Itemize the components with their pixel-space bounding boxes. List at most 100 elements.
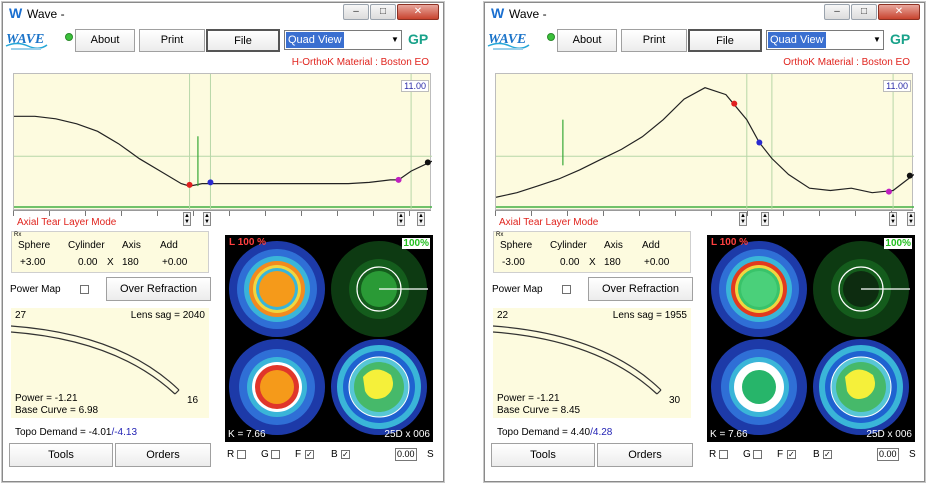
map-percent-badge: 100%	[402, 238, 430, 249]
stepper-2[interactable]: ▲ ▼	[203, 212, 211, 226]
about-button[interactable]: About	[557, 29, 617, 52]
window-title: Wave -	[27, 7, 65, 21]
rx-header-1: Sphere	[18, 240, 51, 251]
channel-checkbox-3[interactable]: ✓	[787, 450, 796, 459]
base-curve-label: Base Curve = 6.98	[15, 405, 99, 416]
rx-value-4[interactable]: 180	[122, 257, 139, 268]
stepper-1[interactable]: ▲ ▼	[739, 212, 747, 226]
tick-mark	[85, 211, 86, 216]
channel-checkbox-3[interactable]: ✓	[305, 450, 314, 459]
tick-mark	[337, 211, 338, 216]
curve-marker-4	[906, 172, 913, 179]
stepper-3[interactable]: ▲ ▼	[397, 212, 405, 226]
tick-mark	[675, 211, 676, 216]
channel-label-1: R	[227, 449, 235, 460]
view-select-value: Quad View	[286, 32, 344, 48]
orders-button[interactable]: Orders	[597, 443, 693, 467]
tick-mark	[819, 211, 820, 216]
channel-label-1: R	[709, 449, 717, 460]
lens-top-left-value: 22	[497, 310, 509, 321]
rx-box: Rx Sphere Cylinder Axis Add +3.00 0.00 X 180 +0.0…	[11, 231, 209, 273]
stepper-2[interactable]: ▲ ▼	[761, 212, 769, 226]
close-icon[interactable]: ✕	[397, 4, 439, 20]
app-window-1: W Wave - – □ ✕ WAVE About Print File Quad View ▼ GP…	[2, 2, 444, 482]
rx-value-3: X	[589, 257, 596, 268]
zoom-value[interactable]: 0.00	[395, 448, 417, 461]
stepper-1[interactable]: ▲ ▼	[183, 212, 191, 226]
view-select[interactable]: Quad View ▼	[766, 30, 884, 50]
rx-value-2[interactable]: 0.00	[560, 257, 580, 268]
over-refraction-button[interactable]: Over Refraction	[106, 277, 211, 301]
channel-checkbox-1[interactable]	[237, 450, 246, 459]
tick-mark	[13, 211, 14, 216]
quad-map-view: L 100 % 100% K = 7.66 25D x 006	[707, 235, 915, 442]
app-window-2: W Wave - – □ ✕ WAVE About Print File Quad View ▼ GP…	[484, 2, 925, 482]
view-select[interactable]: Quad View ▼	[284, 30, 402, 50]
caption-buttons: – □ ✕	[823, 4, 920, 20]
maximize-icon[interactable]: □	[370, 4, 396, 20]
tick-mark	[711, 211, 712, 216]
tick-row	[495, 210, 913, 216]
topo-demand-label: Topo Demand = 4.40	[497, 427, 591, 438]
zoom-value[interactable]: 0.00	[877, 448, 899, 461]
channel-checkbox-2[interactable]	[753, 450, 762, 459]
close-icon[interactable]: ✕	[878, 4, 920, 20]
material-label: OrthoK Material : Boston EO	[783, 57, 910, 68]
power-map-checkbox[interactable]	[562, 285, 571, 294]
lens-right-value: 16	[187, 395, 199, 406]
power-map-checkbox[interactable]	[80, 285, 89, 294]
minimize-icon[interactable]: –	[343, 4, 369, 20]
rx-value-1[interactable]: +3.00	[20, 257, 46, 268]
channel-checkbox-1[interactable]	[719, 450, 728, 459]
quad-map-view: L 100 % 100% K = 7.66 25D x 006	[225, 235, 433, 442]
plot-value-box: 11.00	[401, 80, 429, 92]
rx-header-2: Cylinder	[68, 240, 105, 251]
stepper-4[interactable]: ▲ ▼	[417, 212, 425, 226]
channel-checkbox-4[interactable]: ✓	[341, 450, 350, 459]
lens-profile-panel: 22 Lens sag = 1955 30 Power = -1.21 Base Cur…	[493, 308, 691, 418]
tick-mark	[747, 211, 748, 216]
rx-value-5[interactable]: +0.00	[644, 257, 670, 268]
tear-layer-plot: 11.00	[13, 73, 432, 211]
about-button[interactable]: About	[75, 29, 135, 52]
stepper-4[interactable]: ▲ ▼	[907, 212, 915, 226]
tick-mark	[783, 211, 784, 216]
power-map-label: Power Map	[492, 284, 543, 295]
chevron-down-icon[interactable]: ▼	[873, 35, 881, 44]
map-l-label: L 100 %	[229, 237, 267, 248]
map-k-label: K = 7.66	[228, 429, 266, 440]
rx-header-2: Cylinder	[550, 240, 587, 251]
topo-demand-label: Topo Demand = -4.01	[15, 427, 112, 438]
print-button[interactable]: Print	[621, 29, 687, 52]
file-button[interactable]: File	[206, 29, 280, 52]
print-button[interactable]: Print	[139, 29, 205, 52]
maximize-icon[interactable]: □	[851, 4, 877, 20]
app-logo-icon: W	[9, 5, 23, 21]
channel-label-2: G	[261, 449, 269, 460]
gp-label: GP	[408, 31, 429, 47]
view-select-value: Quad View	[768, 32, 826, 48]
gp-label: GP	[890, 31, 911, 47]
minimize-icon[interactable]: –	[824, 4, 850, 20]
s-label: S	[909, 449, 916, 460]
channel-checkbox-2[interactable]	[271, 450, 280, 459]
chevron-down-icon[interactable]: ▼	[391, 35, 399, 44]
file-button[interactable]: File	[688, 29, 762, 52]
channel-checkbox-4[interactable]: ✓	[823, 450, 832, 459]
lens-edge	[174, 389, 180, 395]
status-indicator-icon	[547, 33, 555, 41]
rx-value-1[interactable]: -3.00	[502, 257, 525, 268]
base-curve-label: Base Curve = 8.45	[497, 405, 581, 416]
tools-button[interactable]: Tools	[491, 443, 595, 467]
orders-button[interactable]: Orders	[115, 443, 211, 467]
rx-value-4[interactable]: 180	[604, 257, 621, 268]
tick-mark	[855, 211, 856, 216]
lens-back-curve	[11, 331, 176, 395]
tick-mark	[495, 211, 496, 216]
stepper-3[interactable]: ▲ ▼	[889, 212, 897, 226]
tools-button[interactable]: Tools	[9, 443, 113, 467]
rx-value-5[interactable]: +0.00	[162, 257, 188, 268]
app-logo-icon: W	[491, 5, 505, 21]
rx-value-2[interactable]: 0.00	[78, 257, 98, 268]
over-refraction-button[interactable]: Over Refraction	[588, 277, 693, 301]
